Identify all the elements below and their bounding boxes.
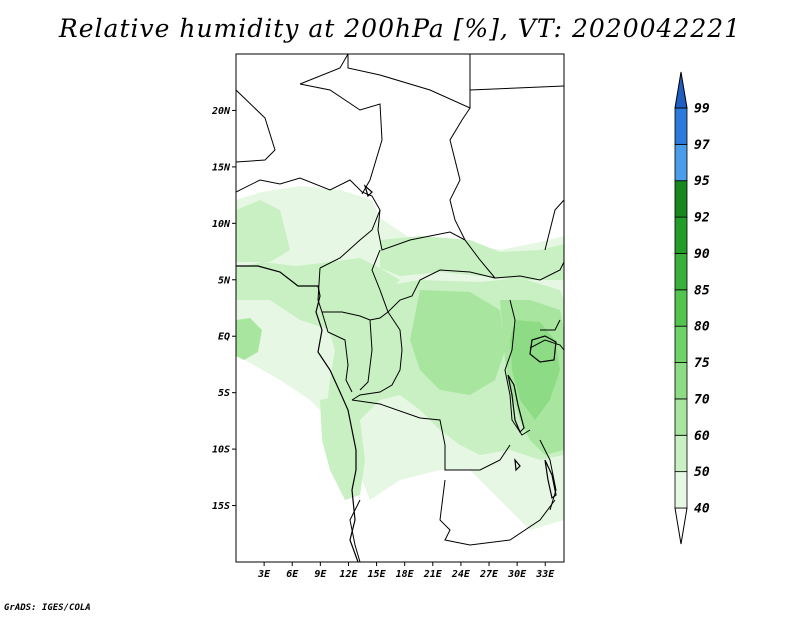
colorbar-lower-arrow bbox=[674, 507, 688, 545]
colorbar-segment bbox=[674, 434, 688, 473]
grads-credit: GrADS: IGES/COLA bbox=[4, 603, 91, 613]
lake-tanganyika bbox=[507, 374, 525, 434]
country-boundaries bbox=[236, 54, 564, 562]
latitude-axis: 20N 15N 10N 5N EQ 5S 10S 15S bbox=[211, 106, 236, 512]
lon-tick-label: 27E bbox=[479, 569, 499, 580]
lon-tick-label: 3E bbox=[257, 569, 271, 580]
colorbar-level-label: 70 bbox=[694, 392, 710, 407]
colorbar-level-label: 85 bbox=[694, 283, 710, 298]
coastlines bbox=[236, 184, 557, 562]
humidity-region-north-band bbox=[380, 236, 564, 280]
lon-tick-label: 15E bbox=[368, 569, 387, 580]
lat-tick-label: 15N bbox=[212, 162, 231, 173]
lat-tick-label: 10N bbox=[212, 219, 231, 230]
lat-tick-label: 5N bbox=[218, 275, 231, 286]
lon-tick-label: 33E bbox=[535, 569, 555, 580]
lon-tick-label: 30E bbox=[507, 569, 527, 580]
humidity-field bbox=[236, 186, 564, 530]
humidity-region-coast bbox=[236, 318, 262, 360]
colorbar-segment bbox=[674, 107, 688, 145]
colorbar-segment bbox=[674, 325, 688, 363]
lat-tick-label: 10S bbox=[212, 445, 230, 456]
colorbar-segment bbox=[674, 216, 688, 254]
colorbar-level-label: 97 bbox=[694, 138, 710, 153]
lon-tick-label: 9E bbox=[314, 569, 327, 580]
colorbar-segment bbox=[674, 471, 688, 509]
lon-tick-label: 12E bbox=[339, 569, 358, 580]
lon-tick-label: 6E bbox=[286, 569, 299, 580]
humidity-region-lakes bbox=[510, 320, 560, 420]
longitude-axis: 3E 6E 9E 12E 15E 18E 21E 24E 27E 30E 33E bbox=[257, 562, 555, 580]
lat-tick-label: 20N bbox=[211, 106, 231, 117]
colorbar-level-label: 60 bbox=[694, 429, 710, 444]
colorbar-segment bbox=[674, 398, 688, 436]
lon-tick-label: 18E bbox=[396, 569, 415, 580]
colorbar-level-label: 92 bbox=[694, 211, 710, 226]
colorbar-level-label: 75 bbox=[694, 356, 710, 371]
chart-title: Relative humidity at 200hPa [%], VT: 202… bbox=[58, 14, 742, 43]
lat-tick-label: 15S bbox=[212, 501, 230, 512]
lon-tick-label: 21E bbox=[423, 569, 443, 580]
humidity-region-south-strip bbox=[320, 395, 365, 500]
lon-tick-label: 24E bbox=[451, 569, 471, 580]
lat-tick-label: 5S bbox=[218, 388, 230, 399]
lake-malawi bbox=[544, 459, 557, 500]
colorbar-level-label: 40 bbox=[694, 502, 710, 517]
colorbar-segment bbox=[674, 289, 688, 327]
colorbar-level-label: 90 bbox=[694, 247, 710, 262]
colorbar-upper-arrow bbox=[674, 71, 688, 109]
colorbar-level-label: 99 bbox=[694, 102, 710, 117]
humidity-region-patch-west bbox=[236, 200, 290, 262]
humidity-region-core bbox=[410, 290, 505, 395]
colorbar-segment bbox=[674, 180, 688, 218]
colorbar-level-label: 80 bbox=[694, 320, 710, 335]
colorbar-level-label: 50 bbox=[694, 465, 710, 480]
colorbar-segment bbox=[674, 143, 688, 182]
colorbar-level-label: 95 bbox=[694, 174, 710, 189]
colorbar-segment bbox=[674, 253, 688, 291]
lake-victoria bbox=[529, 335, 557, 363]
map-frame bbox=[235, 53, 565, 563]
lat-tick-label: EQ bbox=[218, 332, 230, 343]
colorbar-segment bbox=[674, 362, 688, 400]
colorbar: 40 50 60 70 75 80 85 90 92 95 97 99 bbox=[674, 71, 710, 545]
